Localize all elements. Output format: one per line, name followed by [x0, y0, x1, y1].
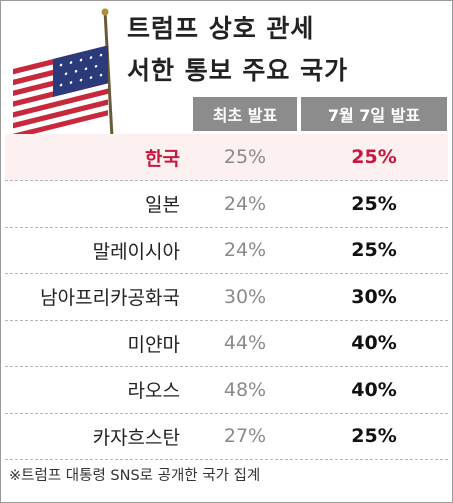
july-rate: 25%: [351, 192, 397, 215]
country-name: 일본: [145, 194, 180, 216]
country-name: 미얀마: [127, 333, 180, 356]
initial-rate: 24%: [223, 239, 267, 261]
initial-rate: 25%: [223, 146, 267, 168]
july-rate: 40%: [351, 378, 397, 401]
country-name: 한국: [145, 147, 180, 170]
july-rate: 25%: [351, 146, 397, 168]
table-row: 남아프리카공화국 30% 30%: [5, 274, 448, 321]
table-row: 라오스 48% 40%: [5, 367, 448, 414]
july-rate: 25%: [351, 425, 397, 447]
column-header: 7월 7일 발표: [301, 97, 447, 131]
initial-rate: 44%: [223, 332, 267, 354]
title-line: 트럼프 상호 관세: [127, 14, 315, 43]
country-name: 카자흐스탄: [92, 426, 180, 449]
initial-rate: 30%: [223, 285, 267, 308]
initial-rate: 48%: [223, 378, 267, 401]
july-rate: 40%: [351, 332, 397, 354]
column-header: 최초 발표: [193, 97, 297, 131]
table-row: 일본 24% 25%: [5, 181, 448, 228]
country-name: 말레이시아: [92, 240, 180, 263]
initial-rate: 24%: [223, 192, 267, 215]
initial-rate: 27%: [223, 425, 267, 447]
table-row: 한국 25% 25%: [5, 134, 448, 181]
title-line: 서한 통보 주요 국가: [127, 56, 349, 85]
july-rate: 25%: [351, 239, 397, 261]
table-row: 카자흐스탄 27% 25%: [5, 413, 448, 460]
table-row: 말레이시아 24% 25%: [5, 227, 448, 274]
flag-illustration: [13, 8, 114, 140]
july-rate: 30%: [351, 285, 397, 308]
country-name: 남아프리카공화국: [40, 287, 180, 309]
footnote: ※트럼프 대통령 SNS로 공개한 국가 집계: [9, 468, 261, 484]
table-row: 미얀마 44% 40%: [5, 320, 448, 367]
country-name: 라오스: [127, 380, 180, 402]
